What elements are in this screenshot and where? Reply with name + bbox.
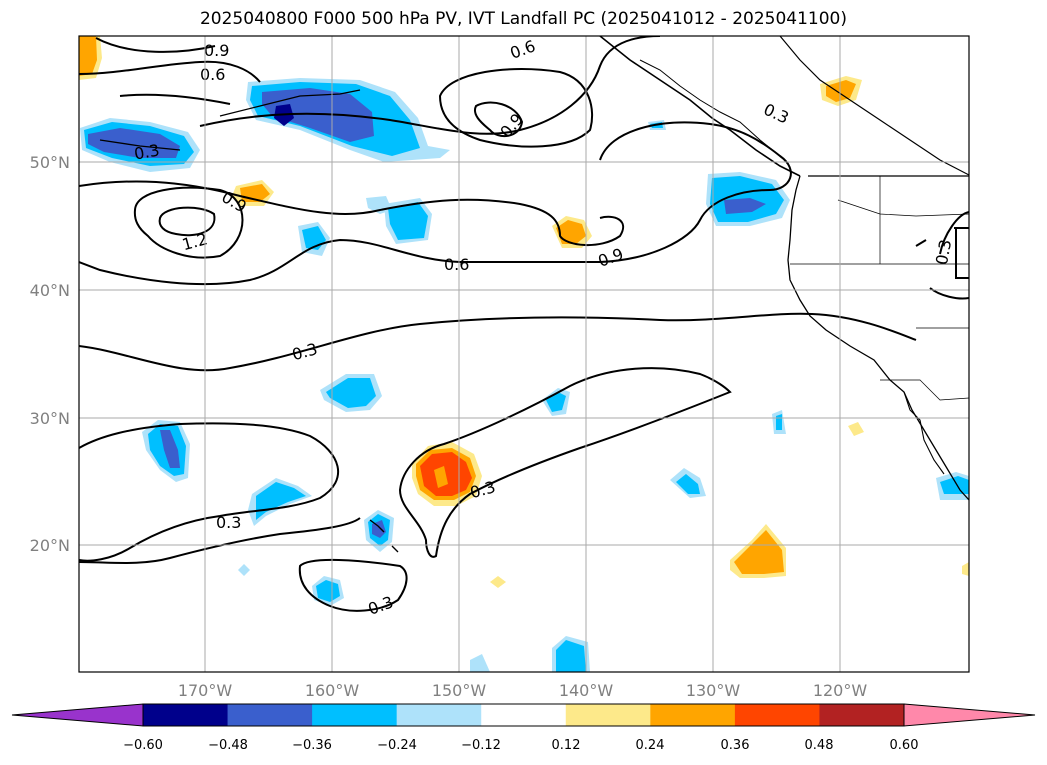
colorbar-segment	[650, 704, 736, 726]
colorbar-segment	[565, 704, 651, 726]
colorbar-label: −0.24	[377, 738, 417, 753]
latitude-labels: 50°N 40°N 30°N 20°N	[30, 153, 70, 555]
contour-label: 0.3	[932, 238, 955, 266]
colorbar-frame	[142, 703, 905, 727]
contour-label: 0.6	[200, 65, 225, 84]
colorbar-segment	[396, 704, 482, 726]
contour-label: 0.9	[204, 41, 229, 60]
pv-contours	[79, 36, 969, 612]
map-panel: 0.9 0.6 0.6 0.3 0.9 0.3 0.9 1.2 0.6 0.9 …	[79, 36, 969, 672]
colorbar-segment	[819, 704, 905, 726]
contour-label: 0.3	[133, 140, 161, 163]
lon-label: 120°W	[813, 681, 868, 700]
colorbar-label: 0.24	[636, 738, 665, 753]
colorbar-label: −0.36	[292, 738, 332, 753]
lat-label: 50°N	[30, 153, 70, 172]
lon-label: 140°W	[559, 681, 614, 700]
colorbar-label: 0.12	[552, 738, 581, 753]
colorbar-label: 0.36	[721, 738, 750, 753]
map-title: 2025040800 F000 500 hPa PV, IVT Landfall…	[199, 9, 847, 29]
contour-label: 0.3	[216, 513, 241, 532]
lon-label: 160°W	[305, 681, 360, 700]
coastlines	[99, 36, 969, 553]
colorbar-label: 0.48	[805, 738, 834, 753]
colorbar-label: −0.60	[123, 738, 163, 753]
colorbar-label: −0.48	[208, 738, 248, 753]
contour-label: 0.6	[444, 255, 469, 274]
lon-label: 130°W	[686, 681, 741, 700]
colorbar-segment	[143, 704, 229, 726]
colorbar-segment	[227, 704, 313, 726]
lat-label: 20°N	[30, 536, 70, 555]
colorbar-labels: −0.60 −0.48 −0.36 −0.24 −0.12 0.12 0.24 …	[123, 738, 918, 753]
colorbar-extend-high	[903, 703, 1036, 727]
longitude-labels: 170°W 160°W 150°W 140°W 130°W 120°W	[178, 681, 868, 700]
lon-label: 150°W	[432, 681, 487, 700]
gridlines	[79, 36, 969, 672]
colorbar-segment	[481, 704, 567, 726]
colorbar	[11, 703, 1036, 727]
lat-label: 30°N	[30, 409, 70, 428]
lon-label: 170°W	[178, 681, 233, 700]
lat-label: 40°N	[30, 281, 70, 300]
colorbar-segment	[734, 704, 820, 726]
colorbar-segment	[312, 704, 398, 726]
map-frame	[78, 35, 970, 673]
shaded-regions	[79, 36, 969, 672]
colorbar-label: 0.60	[890, 738, 919, 753]
colorbar-label: −0.12	[461, 738, 501, 753]
colorbar-extend-low	[11, 703, 144, 727]
